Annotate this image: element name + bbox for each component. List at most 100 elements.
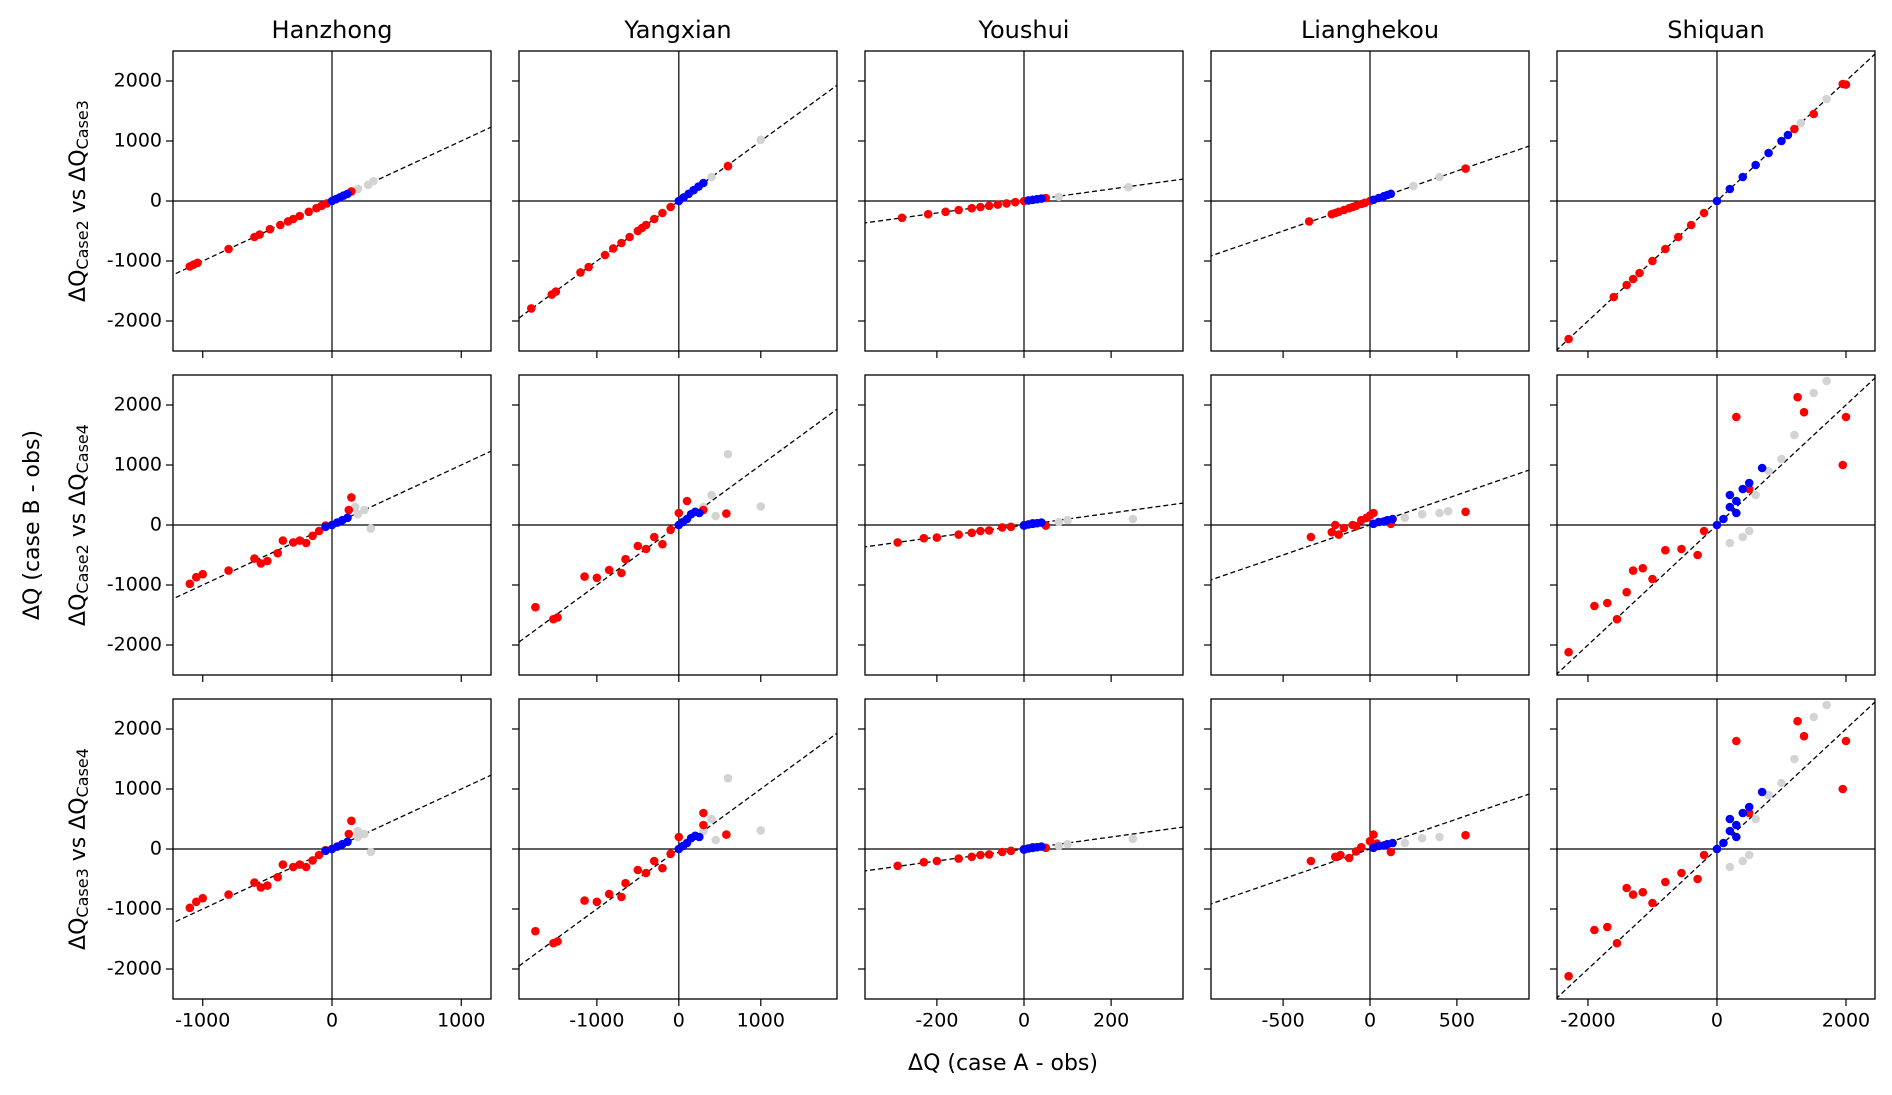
plot-area: [865, 375, 1183, 675]
scatter-point: [674, 508, 684, 518]
scatter-point: [608, 244, 618, 253]
x-tick-label: 2000: [1822, 1010, 1870, 1032]
scatter-point: [592, 573, 602, 583]
plot-area: [173, 375, 491, 675]
scatter-point: [1799, 407, 1809, 417]
scatter-point: [756, 502, 766, 511]
scatter-point: [344, 829, 354, 839]
scatter-point: [932, 533, 942, 542]
scatter-point: [1661, 244, 1670, 254]
scatter-point: [984, 526, 994, 535]
scatter-point: [1796, 118, 1806, 128]
scatter-point: [967, 528, 977, 538]
scatter-point: [224, 244, 233, 254]
row-label-part: ΔQ: [66, 918, 91, 950]
scatter-point: [531, 602, 540, 612]
scatter-point: [617, 238, 626, 248]
scatter-point: [1732, 832, 1741, 842]
scatter-point: [1744, 526, 1754, 536]
scatter-point: [255, 230, 264, 239]
scatter-point: [1417, 833, 1427, 843]
scatter-point: [198, 893, 208, 903]
scatter-point: [314, 526, 324, 536]
scatter-point: [1751, 490, 1760, 500]
scatter-point: [1809, 712, 1819, 722]
scatter-point: [1699, 850, 1709, 860]
scatter-point: [1609, 292, 1619, 302]
scatter-point: [1369, 830, 1378, 839]
scatter-point: [275, 220, 285, 230]
scatter-point: [1435, 508, 1444, 518]
scatter-point: [967, 203, 977, 213]
plot-area: [865, 699, 1183, 999]
scatter-point: [531, 926, 540, 936]
scatter-point: [1725, 538, 1735, 548]
scatter-point: [1719, 838, 1728, 848]
scatter-point: [1677, 868, 1686, 878]
row-label-part: Case2: [73, 220, 92, 269]
scatter-point: [592, 897, 602, 907]
scatter-point: [301, 862, 311, 872]
plot-area: [519, 51, 837, 351]
scatter-point: [1002, 199, 1011, 208]
x-tick-label: 0: [326, 1010, 338, 1032]
scatter-point: [1622, 280, 1631, 290]
scatter-point: [711, 835, 721, 845]
scatter-point: [360, 829, 369, 839]
scatter-point: [580, 896, 589, 905]
scatter-point: [1037, 842, 1046, 851]
scatter-point: [722, 509, 731, 518]
one-to-one-line: [519, 84, 837, 319]
y-tick-label: -2000: [107, 310, 162, 332]
scatter-point: [1638, 563, 1648, 573]
row-label-part: Case3: [73, 868, 92, 917]
scatter-point: [1603, 922, 1612, 932]
scatter-point: [1822, 94, 1831, 104]
scatter-point: [1777, 454, 1786, 464]
scatter-point: [1725, 814, 1735, 824]
row-label-part: Case4: [73, 748, 92, 797]
scatter-point: [893, 538, 902, 547]
plot-area: [173, 51, 491, 351]
scatter-point: [1757, 787, 1767, 797]
scatter-point: [551, 287, 561, 296]
scatter-point: [1732, 508, 1741, 518]
y-tick-label: 0: [150, 190, 162, 212]
scatter-point: [353, 509, 363, 519]
x-axis-label: ΔQ (case A - obs): [908, 1051, 1098, 1076]
scatter-point: [288, 862, 298, 872]
scatter-point: [1725, 862, 1735, 872]
scatter-point: [1628, 890, 1638, 899]
scatter-point: [674, 832, 684, 842]
row-label: ΔQCase2 vs ΔQCase3: [66, 100, 92, 302]
scatter-point: [695, 508, 704, 518]
row-label: ΔQCase2 vs ΔQCase4: [66, 424, 92, 626]
scatter-point: [1841, 736, 1851, 746]
scatter-point: [954, 530, 963, 539]
y-tick-label: 2000: [114, 394, 162, 416]
scatter-point: [1841, 80, 1851, 89]
scatter-point: [723, 773, 733, 783]
y-tick-label: 0: [150, 838, 162, 860]
scatter-point: [658, 208, 667, 218]
scatter-point: [1738, 856, 1748, 866]
panel-title: Shiquan: [1667, 16, 1764, 44]
scatter-point: [897, 213, 907, 223]
scatter-point: [666, 202, 675, 212]
scatter-point: [1409, 181, 1418, 191]
scatter-point: [1063, 839, 1072, 849]
scatter-point: [1725, 184, 1735, 194]
scatter-point: [1751, 814, 1760, 824]
scatter-point: [1783, 130, 1793, 140]
scatter-point: [1612, 938, 1622, 948]
scatter-point: [649, 214, 659, 224]
scatter-point: [1124, 182, 1133, 192]
scatter-point: [641, 544, 651, 554]
scatter-point: [288, 214, 298, 224]
scatter-point: [1712, 196, 1722, 206]
scatter-point: [707, 490, 716, 500]
scatter-point: [1590, 925, 1599, 935]
scatter-point: [1622, 883, 1631, 893]
scatter-point: [625, 232, 634, 242]
scatter-point: [553, 937, 562, 946]
